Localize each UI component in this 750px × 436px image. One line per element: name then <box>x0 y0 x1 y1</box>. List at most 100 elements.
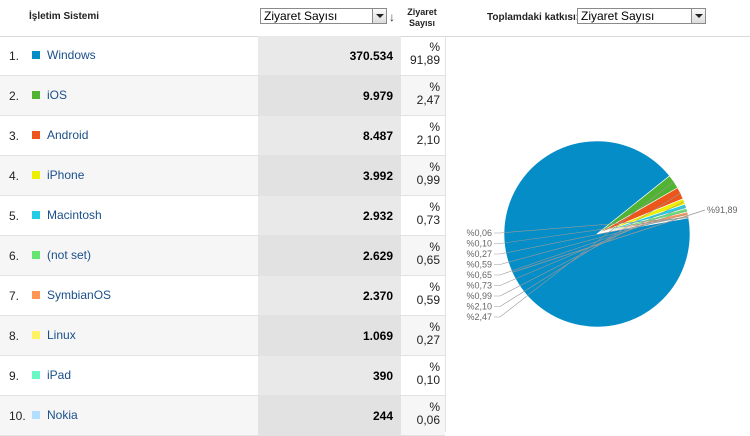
visits-cell: 244 <box>258 396 401 435</box>
label-leader-line <box>494 215 689 255</box>
visits-value: 1.069 <box>362 329 393 343</box>
series-color-swatch <box>32 331 40 339</box>
chevron-down-icon[interactable] <box>372 9 386 23</box>
visits-cell: 390 <box>258 356 401 395</box>
row-number: 1. <box>9 49 20 63</box>
share-label: Toplamdaki katkısı: <box>487 12 580 23</box>
sort-arrow-icon[interactable]: ↓ <box>389 10 395 24</box>
percent-sign: % <box>429 80 440 94</box>
percent-value: 0,65 <box>416 253 440 267</box>
label-leader-line <box>494 181 675 318</box>
table-row: 6. (not set) 2.629% 0,65 <box>0 236 445 276</box>
row-number: 10. <box>9 409 26 423</box>
pie-data-label: %0,99 <box>466 291 492 301</box>
label-leader-line <box>512 209 706 273</box>
os-name-link[interactable]: iPad <box>47 368 72 382</box>
row-number: 3. <box>9 129 20 143</box>
pie-data-label: %0,73 <box>466 281 492 291</box>
visits-cell: 2.629 <box>258 236 401 275</box>
os-name-link[interactable]: Android <box>47 128 89 142</box>
os-name-link[interactable]: SymbianOS <box>47 288 112 302</box>
percent-value: 0,10 <box>416 373 440 387</box>
pie-chart: %91,89 %2,47%2,10%0,99%0,73%0,65%0,59%0,2… <box>466 140 738 328</box>
percent-value: 0,99 <box>416 173 440 187</box>
table-row: 3. Android 8.487% 2,10 <box>0 116 445 156</box>
visits-cell: 1.069 <box>258 316 401 355</box>
percent-cell: % 0,27 <box>402 321 440 347</box>
os-name-link[interactable]: (not set) <box>47 248 92 262</box>
visits-cell: 2.932 <box>258 196 401 235</box>
os-name-link[interactable]: Windows <box>47 48 96 62</box>
percent-sign: % <box>429 200 440 214</box>
table-row: 1. Windows 370.534% 91,89 <box>0 36 445 76</box>
table-header: İşletim Sistemi Ziyaret Sayısı ↓ Ziyaret… <box>0 0 750 37</box>
visits-cell: 370.534 <box>258 36 401 75</box>
label-leader-line <box>494 216 689 244</box>
table-row: 2. iOS 9.979% 2,47 <box>0 76 445 116</box>
os-name-link[interactable]: iPhone <box>47 168 85 182</box>
percent-value: 0,27 <box>416 333 440 347</box>
series-color-swatch <box>32 251 40 259</box>
visits-value: 8.487 <box>362 129 393 143</box>
table-row: 5. Macintosh 2.932 % 0,73 <box>0 196 445 236</box>
table-row: 4. iPhone 3.992% 0,99 <box>0 156 445 196</box>
visits-value: 3.992 <box>362 169 393 183</box>
percent-cell: % 0,10 <box>402 361 440 387</box>
percent-sign: % <box>429 320 440 334</box>
percent-sign: % <box>429 40 440 54</box>
visits-cell: 9.979 <box>258 76 401 115</box>
os-name-link[interactable]: Nokia <box>47 408 78 422</box>
percent-sign: % <box>429 120 440 134</box>
visits-cell: 2.370 <box>258 276 401 315</box>
percent-value: 2,47 <box>416 93 440 107</box>
chevron-down-icon[interactable] <box>691 9 705 23</box>
row-number: 4. <box>9 169 20 183</box>
percent-sign: % <box>429 160 440 174</box>
pie-data-label: %0,27 <box>466 249 492 259</box>
percent-cell: % 0,59 <box>402 281 440 307</box>
table-row: 8. Linux 1.069% 0,27 <box>0 316 445 356</box>
percent-sign: % <box>429 280 440 294</box>
visits-value: 390 <box>372 369 393 383</box>
series-color-swatch <box>32 131 40 139</box>
visits-value: 370.534 <box>349 49 393 63</box>
pie-data-label: %0,59 <box>466 260 492 270</box>
os-name-link[interactable]: Linux <box>47 328 76 342</box>
pie-data-label: %2,47 <box>466 312 492 322</box>
table-row: 10. Nokia 244% 0,06 <box>0 396 445 436</box>
pie-data-label: %2,10 <box>466 302 492 312</box>
visits-header-line2: Sayısı <box>408 18 436 28</box>
visits-value: 2.370 <box>362 289 393 303</box>
table-row: 7. SymbianOS 2.370% 0,59 <box>0 276 445 316</box>
percent-cell: % 0,65 <box>402 241 440 267</box>
percent-cell: % 0,06 <box>402 401 440 427</box>
percent-value: 0,59 <box>416 293 440 307</box>
dimension-column-header[interactable]: İşletim Sistemi <box>29 11 100 22</box>
percent-cell: % 0,73 <box>402 201 440 227</box>
row-number: 5. <box>9 209 20 223</box>
series-color-swatch <box>32 51 40 59</box>
series-color-swatch <box>32 371 40 379</box>
visits-column-header[interactable]: Ziyaret Sayısı <box>404 7 440 29</box>
percent-cell: % 0,99 <box>402 161 440 187</box>
os-name-link[interactable]: iOS <box>47 88 68 102</box>
percent-value: 0,06 <box>416 413 440 427</box>
os-name-link[interactable]: Macintosh <box>47 208 102 222</box>
pie-data-label: %0,06 <box>466 228 492 238</box>
label-leader-line <box>494 213 688 265</box>
label-leader-line <box>494 192 681 307</box>
table-row: 9. iPad 390% 0,10 <box>0 356 445 396</box>
row-number: 2. <box>9 89 20 103</box>
pie-data-label: %0,65 <box>466 270 492 280</box>
row-number: 7. <box>9 289 20 303</box>
visits-cell: 8.487 <box>258 116 401 155</box>
row-number: 8. <box>9 329 20 343</box>
percent-value: 2,10 <box>416 133 440 147</box>
metric-select[interactable]: Ziyaret Sayısı <box>260 8 387 24</box>
label-leader-line <box>494 209 687 276</box>
percent-sign: % <box>429 360 440 374</box>
visits-value: 2.932 <box>362 209 393 223</box>
row-number: 6. <box>9 249 20 263</box>
percent-cell: % 2,47 <box>402 81 440 107</box>
share-metric-select[interactable]: Ziyaret Sayısı <box>577 8 706 24</box>
